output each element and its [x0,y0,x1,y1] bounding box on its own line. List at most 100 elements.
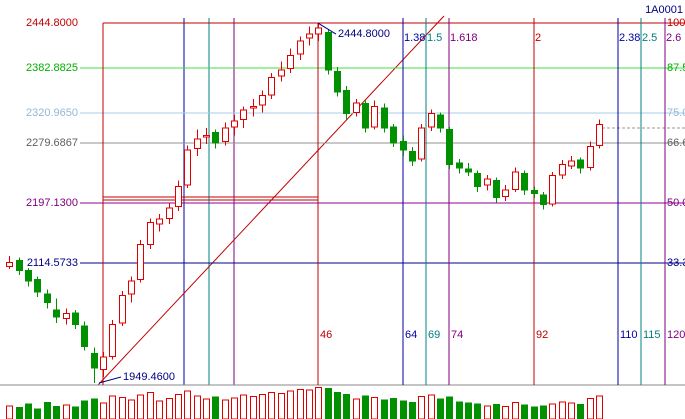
time-count: 74 [451,329,463,341]
candle-body [549,174,556,205]
volume-bar [418,396,425,419]
volume-bar [128,399,135,419]
candle-body [315,27,322,35]
volume-bar [119,397,126,419]
candle-body [156,218,163,225]
volume-bar [72,406,79,419]
volume-bar [6,405,13,419]
candle-body [334,71,341,93]
volume-bar [502,405,509,419]
candle-body [91,353,98,369]
candle-body [34,278,41,293]
candle-body [6,262,13,267]
volume-bar [521,404,528,419]
gann-line [97,15,445,386]
volume-bar [456,401,463,419]
volume-bar [353,398,360,419]
time-count: 92 [536,329,548,341]
candle-body [184,149,191,186]
time-count: 46 [320,329,332,341]
level-pct: 33.3 [667,257,685,269]
volume-bar [474,403,481,419]
candle-body [325,31,332,71]
candle-body [175,185,182,208]
candle-body [231,120,238,128]
level-pct: 100.0 [667,17,685,29]
volume-bar [91,398,98,419]
volume-bar [166,398,173,419]
time-ratio: 2 [535,32,541,44]
candle-body [465,168,472,173]
volume-bar [409,402,416,419]
volume-bar [222,399,229,419]
volume-bar [53,405,60,419]
time-count: 64 [405,329,417,341]
volume-bar [559,401,566,419]
candle-body [72,312,79,325]
volume-bar [109,395,116,419]
candle-body [100,356,107,371]
volume-bar [100,402,107,419]
candle-body [531,190,538,195]
volume-bar [512,402,519,419]
volume-bar [268,392,275,419]
candle-body [250,105,257,109]
time-count: 115 [643,329,661,341]
level-label: 2320.9650 [26,107,78,119]
volume-bar [137,394,144,419]
volume-bar [549,403,556,419]
volume-bar [297,388,304,419]
candle-body [353,102,360,113]
time-ratio: 1.618 [450,32,478,44]
candle-body [596,124,603,147]
candle-body [343,89,350,115]
candle-body [240,109,247,121]
candle-body [428,113,435,128]
volume-bar [212,396,219,419]
level-label: 2114.5733 [27,257,78,269]
candle-body [502,189,509,198]
volume-bar [446,396,453,419]
volume-bar [493,403,500,419]
level-label: 2279.6867 [26,137,78,149]
candle-body [437,114,444,129]
volume-bar [596,395,603,419]
symbol: 1A0001 [645,4,683,16]
level-label: 2444.8000 [26,17,78,29]
volume-bar [278,392,285,419]
volume-bar [400,400,407,419]
low-label: 1949.4600 [123,371,175,383]
candle-body [147,222,154,246]
level-pct: 66.6 [667,137,685,149]
candle-body [306,33,313,39]
candle-body [119,294,126,324]
candle-body [278,69,285,77]
level-label: 2382.8825 [26,62,78,74]
volume-bar [147,392,154,419]
candle-body [577,159,584,169]
candle-body [109,323,116,357]
candle-body [390,126,397,144]
level-pct: 75.0 [667,107,685,119]
volume-bar [231,397,238,419]
time-ratio: 1.5 [427,32,442,44]
volume-bar [334,392,341,419]
high-label: 2444.8000 [338,28,390,40]
candle-body [418,127,425,160]
volume-bar [343,393,350,419]
candle-body [381,107,388,129]
volume-bar [184,390,191,419]
candle-body [53,309,60,318]
candle-body [362,103,369,129]
volume-bar [437,398,444,419]
annotation-line [317,22,337,35]
volume-bar [81,400,88,419]
time-ratio: 2.38 [619,32,640,44]
candle-body [287,55,294,70]
volume-bar [325,388,332,419]
candle-body [540,194,547,206]
candle-body [559,164,566,176]
candle-body [222,127,229,142]
time-ratio: 2.5 [642,32,657,44]
